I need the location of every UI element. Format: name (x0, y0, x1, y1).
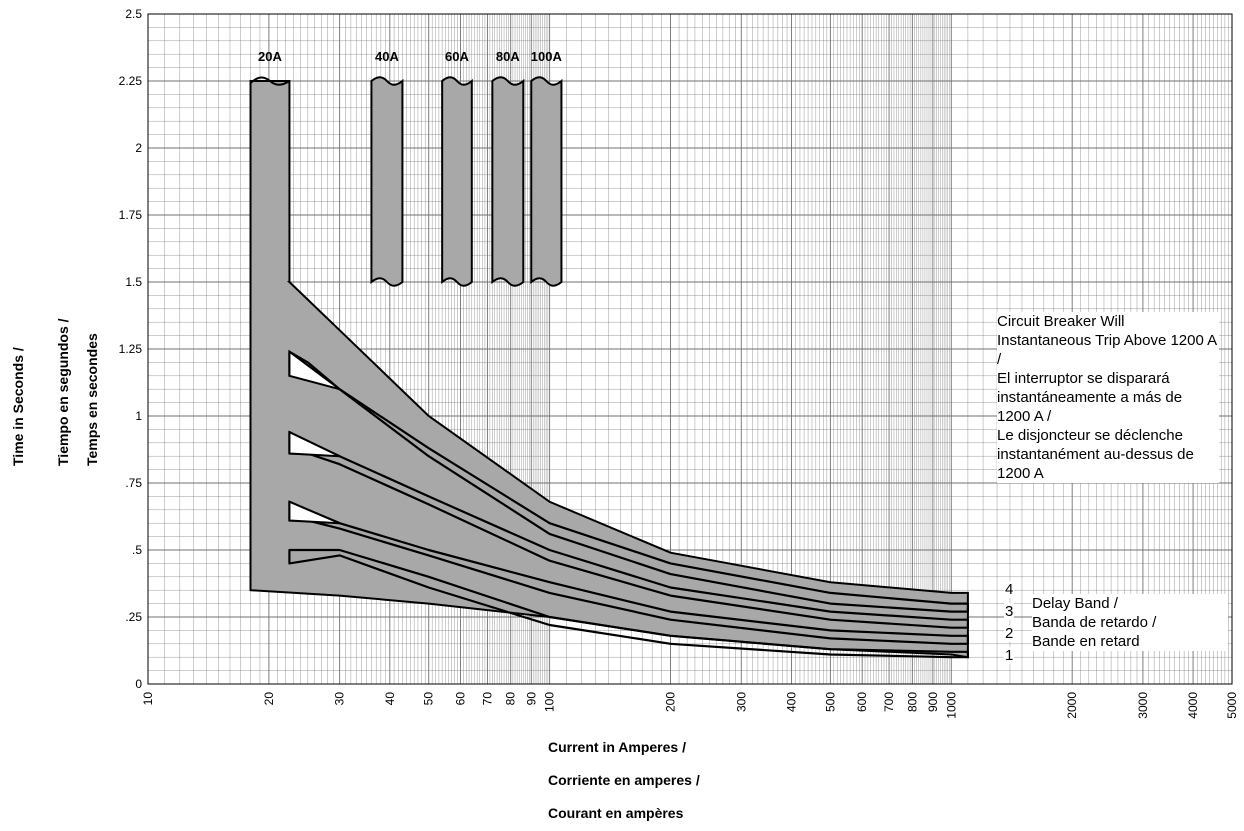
band-number-3: 3 (1004, 603, 1015, 620)
delay-band-3 (288, 431, 970, 629)
x-tick-label: 100 (543, 692, 557, 712)
note-line-en: Circuit Breaker Will Instantaneous Trip … (997, 313, 1217, 368)
band-number-4: 4 (1004, 581, 1015, 598)
x-tick-label: 300 (734, 692, 748, 712)
x-tick-label: 600 (855, 692, 869, 712)
y-tick-label: .75 (125, 476, 142, 490)
delay-band-2 (288, 500, 970, 645)
band-outlines (249, 76, 970, 659)
delay-band-1 (288, 548, 970, 659)
band-number-1: 1 (1004, 647, 1015, 664)
delay-band-fr: Bande en retard (1032, 633, 1140, 650)
x-tick-label: 5000 (1225, 692, 1239, 719)
x-tick-label: 50 (422, 692, 436, 706)
y-tick-label: 0 (135, 677, 142, 691)
instantaneous-band-60A (441, 76, 473, 287)
x-tick-label: 400 (784, 692, 798, 712)
x-tick-label: 4000 (1186, 692, 1200, 719)
y-tick-label: 1.75 (119, 208, 143, 222)
x-tick-label: 40 (383, 692, 397, 706)
x-tick-label: 800 (905, 692, 919, 712)
y-tick-label: 2 (135, 141, 142, 155)
instantaneous-label-60A: 60A (445, 49, 469, 64)
x-tick-label: 3000 (1136, 692, 1150, 719)
y-axis-title-es: Tiempo en segundos / (55, 318, 71, 466)
y-tick-label: 2.5 (125, 7, 142, 21)
x-tick-label: 900 (926, 692, 940, 712)
x-tick-label: 500 (823, 692, 837, 712)
y-tick-label: .5 (132, 543, 142, 557)
delay-band-es: Banda de retardo / (1032, 614, 1157, 631)
delay-band-note: Delay Band / Banda de retardo / Bande en… (1032, 594, 1228, 651)
y-tick-label: 2.25 (119, 74, 143, 88)
y-tick-label: 1.5 (125, 275, 142, 289)
instantaneous-band-100A (530, 76, 563, 287)
x-axis-title-en: Current in Amperes / (548, 739, 686, 755)
x-tick-label: 700 (882, 692, 896, 712)
x-tick-label: 2000 (1065, 692, 1079, 719)
x-axis-title-fr: Courant en ampères (548, 805, 684, 821)
band-fills (249, 76, 969, 659)
instantaneous-label-40A: 40A (375, 49, 399, 64)
instantaneous-band-labels: 20A 40A 60A 80A 100A (258, 49, 562, 64)
instantaneous-cap-20A (249, 76, 290, 86)
x-tick-label: 80 (504, 692, 518, 706)
band-number-2: 2 (1004, 625, 1015, 642)
instantaneous-band-40A (370, 76, 404, 287)
delay-band-en: Delay Band / (1032, 595, 1118, 612)
band-notch-3 (288, 430, 341, 458)
tick-labels: 0 .25 .5 .75 1 1.25 1.5 1.75 2 2.25 2.5 10 20 30 40 50 6… (119, 7, 1239, 719)
x-tick-label: 20 (262, 692, 276, 706)
x-tick-label: 90 (524, 692, 538, 706)
note-line-fr: Le disjoncteur se déclenche instantanéme… (997, 427, 1194, 482)
x-tick-label: 30 (333, 692, 347, 706)
x-tick-label: 10 (141, 692, 155, 706)
note-line-es: El interruptor se disparará instantáneam… (997, 370, 1183, 425)
plot-frame (147, 13, 1233, 685)
y-axis-title-en: Time in Seconds / (10, 347, 26, 466)
instantaneous-band-80A (491, 76, 525, 287)
y-tick-label: 1.25 (119, 342, 143, 356)
band-notch-4 (288, 349, 341, 391)
x-tick-label: 70 (480, 692, 494, 706)
instantaneous-label-80A: 80A (496, 49, 520, 64)
delay-envelope (249, 80, 969, 659)
x-tick-label: 60 (454, 692, 468, 706)
instantaneous-trip-note: Circuit Breaker Will Instantaneous Trip … (997, 312, 1219, 483)
instantaneous-label-20A: 20A (258, 49, 282, 64)
x-axis-title-es: Corriente en amperes / (548, 772, 700, 788)
y-tick-label: 1 (135, 409, 142, 423)
x-tick-label: 1000 (944, 692, 958, 719)
y-tick-label: .25 (125, 610, 142, 624)
band-notch-2 (288, 500, 341, 525)
instantaneous-label-100A: 100A (531, 49, 563, 64)
x-tick-label: 200 (664, 692, 678, 712)
y-axis-title-fr: Temps en secondes (84, 333, 100, 466)
